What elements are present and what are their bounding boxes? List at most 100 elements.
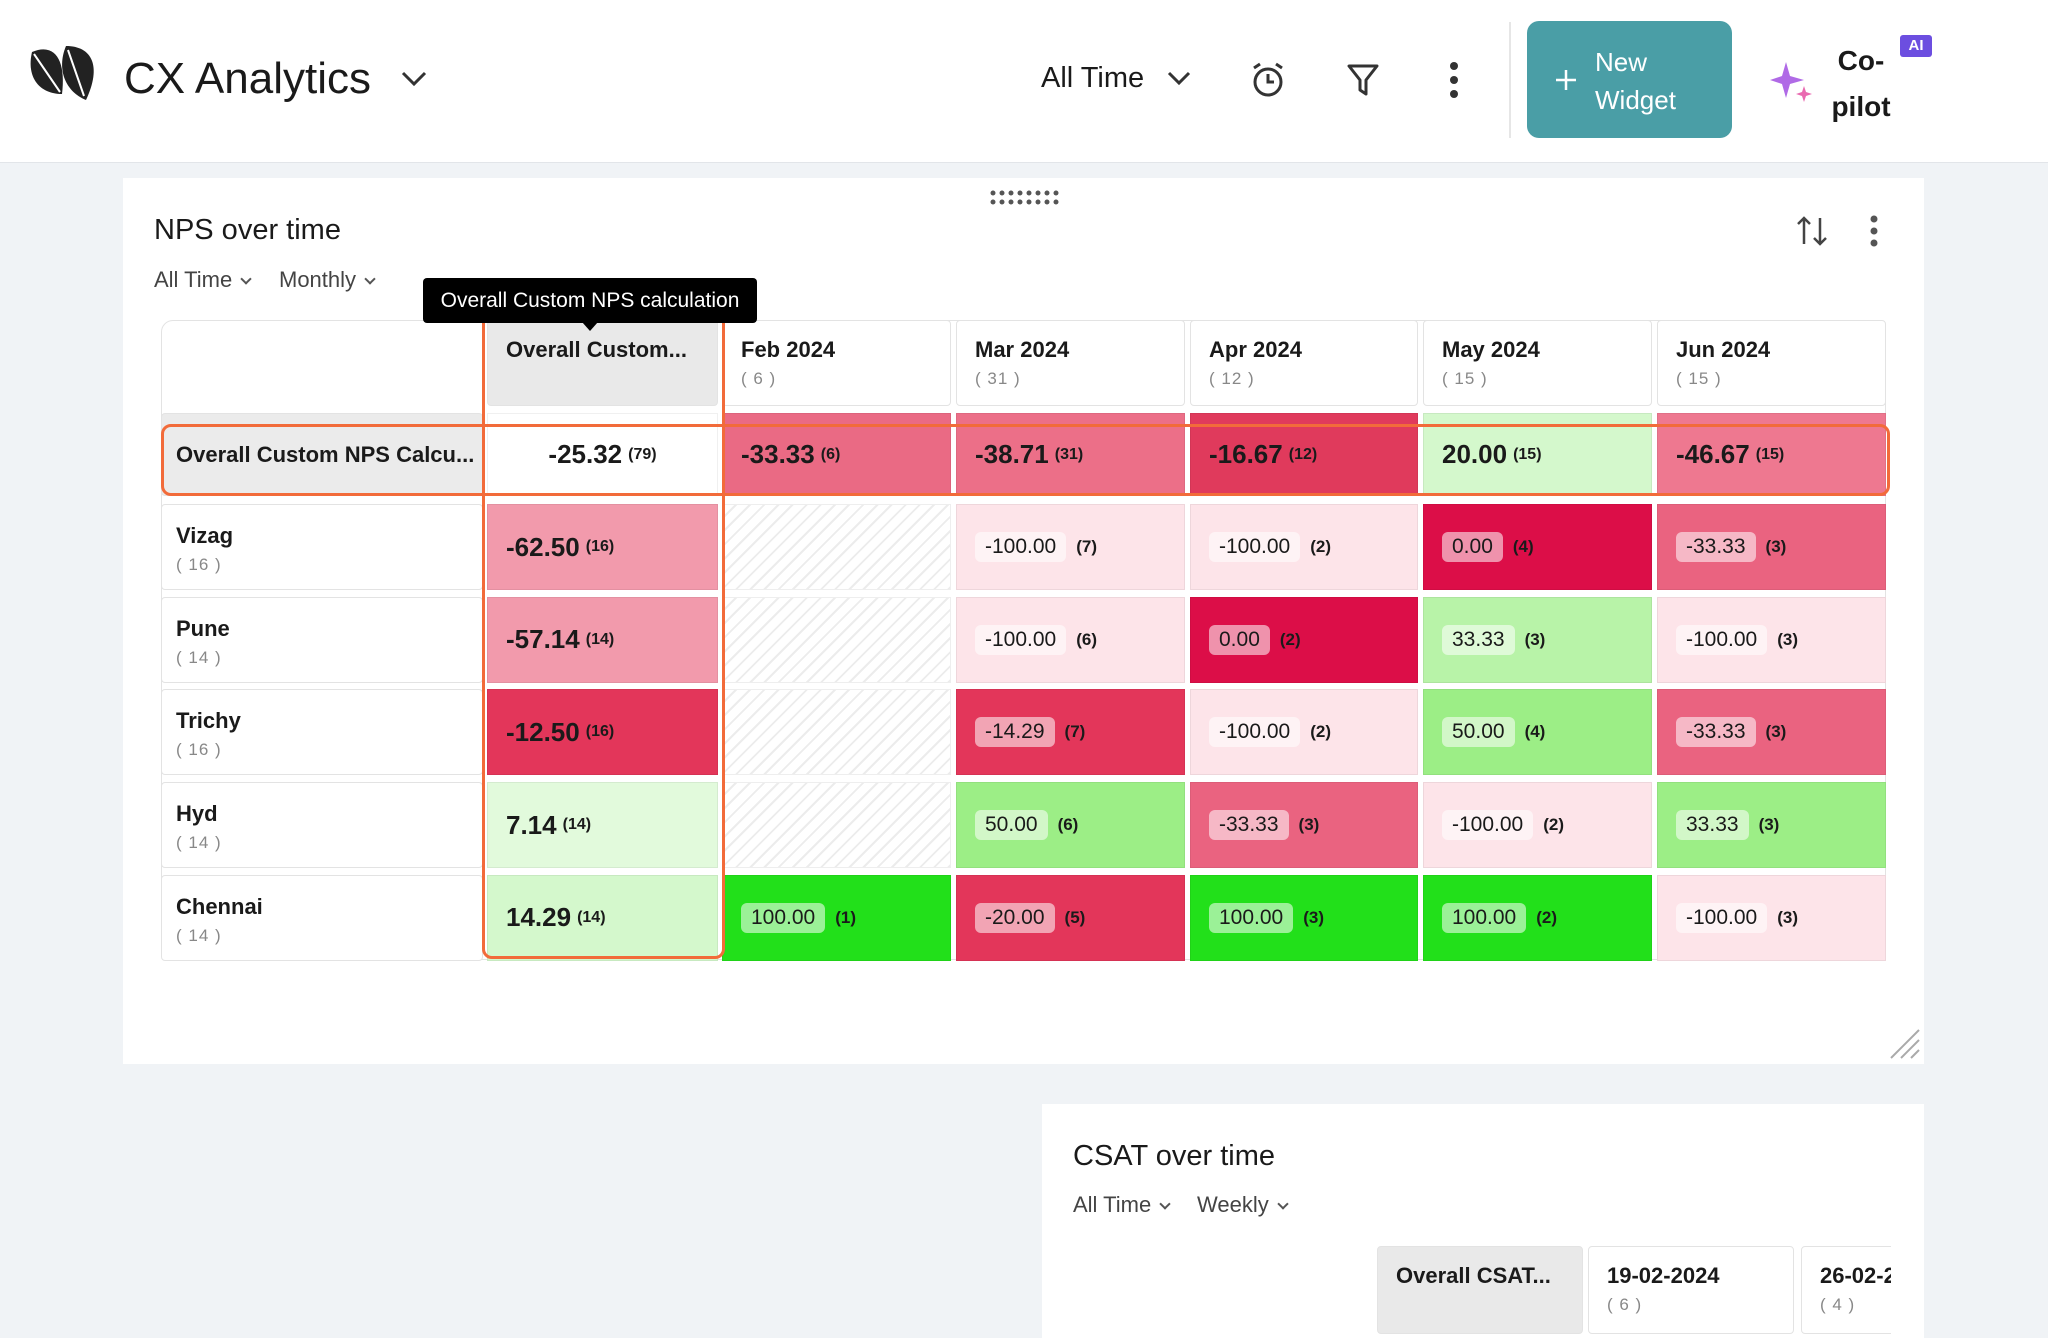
column-label: May 2024 (1442, 337, 1540, 362)
cell-count: (79) (628, 445, 657, 463)
filter-button[interactable] (1346, 62, 1380, 98)
heat-cell[interactable]: -38.71 (31) (956, 413, 1185, 496)
cell-value: -100.00 (1209, 532, 1301, 562)
heat-cell[interactable]: -100.00 (7) (956, 504, 1185, 590)
heat-cell[interactable]: -62.50 (16) (487, 504, 718, 590)
heat-cell[interactable]: 7.14 (14) (487, 782, 718, 869)
time-filter[interactable]: All Time (1073, 1192, 1169, 1218)
cell-value: 20.00 (1442, 439, 1508, 469)
cell-value: 100.00 (1442, 902, 1527, 933)
column-label: Overall Custom... (506, 337, 687, 362)
column-header[interactable]: Overall CSAT... (1377, 1246, 1583, 1334)
row-header[interactable]: Chennai ( 14 ) (161, 874, 483, 961)
row-count: ( 14 ) (176, 647, 222, 667)
heat-cell[interactable]: -20.00 (5) (956, 874, 1185, 961)
column-header[interactable]: Jun 2024 ( 15 ) (1657, 320, 1886, 406)
heat-cell[interactable]: -46.67 (15) (1657, 413, 1886, 496)
heat-cell[interactable]: 100.00 (3) (1190, 874, 1418, 961)
heat-cell[interactable]: -100.00 (6) (956, 596, 1185, 683)
cell-value: -100.00 (975, 624, 1067, 655)
row-header[interactable]: Trichy ( 16 ) (161, 689, 483, 776)
row-header[interactable]: Overall Custom NPS Calcu... (161, 413, 483, 496)
cell-value: 14.29 (506, 902, 572, 933)
cell-count: (6) (1057, 815, 1079, 835)
heat-cell[interactable]: -25.32 (79) (487, 413, 718, 496)
heat-cell[interactable]: 14.29 (14) (487, 874, 718, 961)
cell-count: (2) (1543, 815, 1565, 835)
heat-cell[interactable]: -33.33 (3) (1657, 689, 1886, 776)
column-label: Mar 2024 (975, 337, 1070, 362)
resize-handle[interactable] (1887, 1026, 1921, 1060)
sort-button[interactable] (1795, 214, 1829, 248)
plus-icon (1556, 70, 1576, 90)
heat-cell[interactable]: -100.00 (3) (1657, 874, 1886, 961)
heat-cell[interactable]: -100.00 (2) (1190, 689, 1418, 776)
column-header[interactable]: Feb 2024 ( 6 ) (722, 320, 951, 406)
granularity-filter[interactable]: Weekly (1197, 1192, 1287, 1218)
row-header[interactable]: Vizag ( 16 ) (161, 504, 483, 590)
cell-value: -100.00 (1209, 717, 1301, 748)
schedule-button[interactable] (1250, 62, 1286, 98)
column-count: ( 12 ) (1209, 369, 1255, 388)
heat-cell[interactable]: 50.00 (6) (956, 782, 1185, 869)
column-header[interactable]: 19-02-2024 ( 6 ) (1588, 1246, 1794, 1334)
column-count: ( 4 ) (1820, 1295, 1856, 1314)
heat-cell[interactable]: 33.33 (3) (1423, 596, 1652, 683)
heat-cell[interactable]: -100.00 (3) (1657, 596, 1886, 683)
column-header[interactable]: May 2024 ( 15 ) (1423, 320, 1652, 406)
heat-cell[interactable] (722, 782, 951, 869)
cell-count: (31) (1054, 445, 1084, 463)
heat-cell[interactable] (722, 596, 951, 683)
cell-count: (3) (1524, 629, 1546, 649)
heat-cell[interactable]: -33.33 (3) (1190, 782, 1418, 869)
heat-cell[interactable]: -33.33 (3) (1657, 504, 1886, 590)
new-widget-button[interactable]: New Widget (1527, 21, 1732, 138)
tooltip-arrow (582, 322, 598, 331)
heat-cell[interactable]: 0.00 (4) (1423, 504, 1652, 590)
row-header[interactable]: Pune ( 14 ) (161, 596, 483, 683)
more-button[interactable] (1446, 60, 1462, 100)
column-header[interactable]: Overall Custom... (487, 320, 718, 406)
row-label: Pune (176, 615, 230, 641)
heat-cell[interactable]: 50.00 (4) (1423, 689, 1652, 776)
cell-value: 33.33 (1676, 810, 1749, 841)
heat-cell[interactable]: 100.00 (1) (722, 874, 951, 961)
time-filter[interactable]: All Time (1041, 62, 1145, 94)
heat-cell[interactable] (722, 689, 951, 776)
cell-value: 7.14 (506, 809, 557, 840)
cell-count: (6) (1076, 629, 1098, 649)
heat-cell[interactable]: 20.00 (15) (1423, 413, 1652, 496)
cell-count: (12) (1288, 445, 1318, 463)
column-header[interactable]: Mar 2024 ( 31 ) (956, 320, 1185, 406)
cell-count: (16) (585, 538, 615, 555)
cell-count: (2) (1310, 722, 1332, 742)
heat-cell[interactable]: -16.67 (12) (1190, 413, 1418, 496)
widget-menu[interactable] (1868, 214, 1880, 248)
heat-cell[interactable]: -100.00 (2) (1423, 782, 1652, 869)
app-dropdown[interactable] (400, 70, 428, 88)
cell-count: (3) (1758, 815, 1780, 835)
row-header[interactable]: Hyd ( 14 ) (161, 782, 483, 869)
row-count: ( 14 ) (176, 925, 222, 945)
heat-cell[interactable]: 100.00 (2) (1423, 874, 1652, 961)
time-filter[interactable]: All Time (154, 267, 250, 293)
cell-count: (2) (1310, 537, 1332, 556)
heat-cell[interactable]: 0.00 (2) (1190, 596, 1418, 683)
time-filter-chevron[interactable] (1166, 70, 1192, 88)
heat-cell[interactable]: -57.14 (14) (487, 596, 718, 683)
heat-cell[interactable]: 33.33 (3) (1657, 782, 1886, 869)
cell-value: -16.67 (1209, 439, 1283, 469)
column-count: ( 6 ) (1607, 1295, 1643, 1314)
heat-cell[interactable]: -100.00 (2) (1190, 504, 1418, 590)
column-header[interactable]: Apr 2024 ( 12 ) (1190, 320, 1418, 406)
heat-cell[interactable]: -12.50 (16) (487, 689, 718, 776)
granularity-filter[interactable]: Monthly (279, 267, 374, 293)
cell-value: -33.33 (1209, 810, 1289, 841)
heat-cell[interactable]: -33.33 (6) (722, 413, 951, 496)
copilot-label[interactable]: Co-pilot (1831, 45, 1891, 122)
drag-handle[interactable] (989, 188, 1059, 208)
heat-cell[interactable] (722, 504, 951, 590)
copilot-icon[interactable] (1770, 58, 1814, 102)
heat-cell[interactable]: -14.29 (7) (956, 689, 1185, 776)
